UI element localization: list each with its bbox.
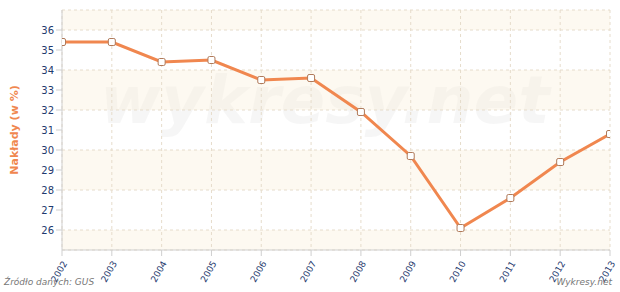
svg-text:2006: 2006 — [248, 259, 268, 284]
svg-text:34: 34 — [41, 65, 54, 76]
html-text:Wykresy.net: Wykresy.net — [556, 277, 612, 287]
svg-text:Nakłady (w %): Nakłady (w %) — [8, 85, 21, 174]
svg-text:29: 29 — [41, 165, 54, 176]
svg-text:2003: 2003 — [99, 259, 119, 284]
html-text:Źródło danych: GUS: Źródło danych: GUS — [4, 277, 95, 287]
svg-text:36: 36 — [41, 25, 54, 36]
svg-text:2008: 2008 — [348, 259, 368, 284]
svg-text:30: 30 — [41, 145, 54, 156]
svg-text:2004: 2004 — [149, 259, 169, 284]
svg-text:28: 28 — [41, 185, 54, 196]
svg-text:27: 27 — [41, 205, 54, 216]
html-text:wykresy.net: wykresy.net — [100, 62, 550, 139]
svg-text:2010: 2010 — [448, 259, 468, 284]
svg-text:2005: 2005 — [199, 259, 219, 284]
svg-text:33: 33 — [41, 85, 54, 96]
svg-text:26: 26 — [41, 225, 54, 236]
svg-text:31: 31 — [41, 125, 54, 136]
svg-text:2011: 2011 — [498, 259, 518, 284]
svg-text:2009: 2009 — [398, 259, 418, 284]
svg-text:35: 35 — [41, 45, 54, 56]
svg-text:32: 32 — [41, 105, 54, 116]
svg-text:2002: 2002 — [49, 259, 70, 284]
svg-text:2007: 2007 — [298, 259, 318, 284]
svg-text:2012: 2012 — [547, 259, 568, 284]
